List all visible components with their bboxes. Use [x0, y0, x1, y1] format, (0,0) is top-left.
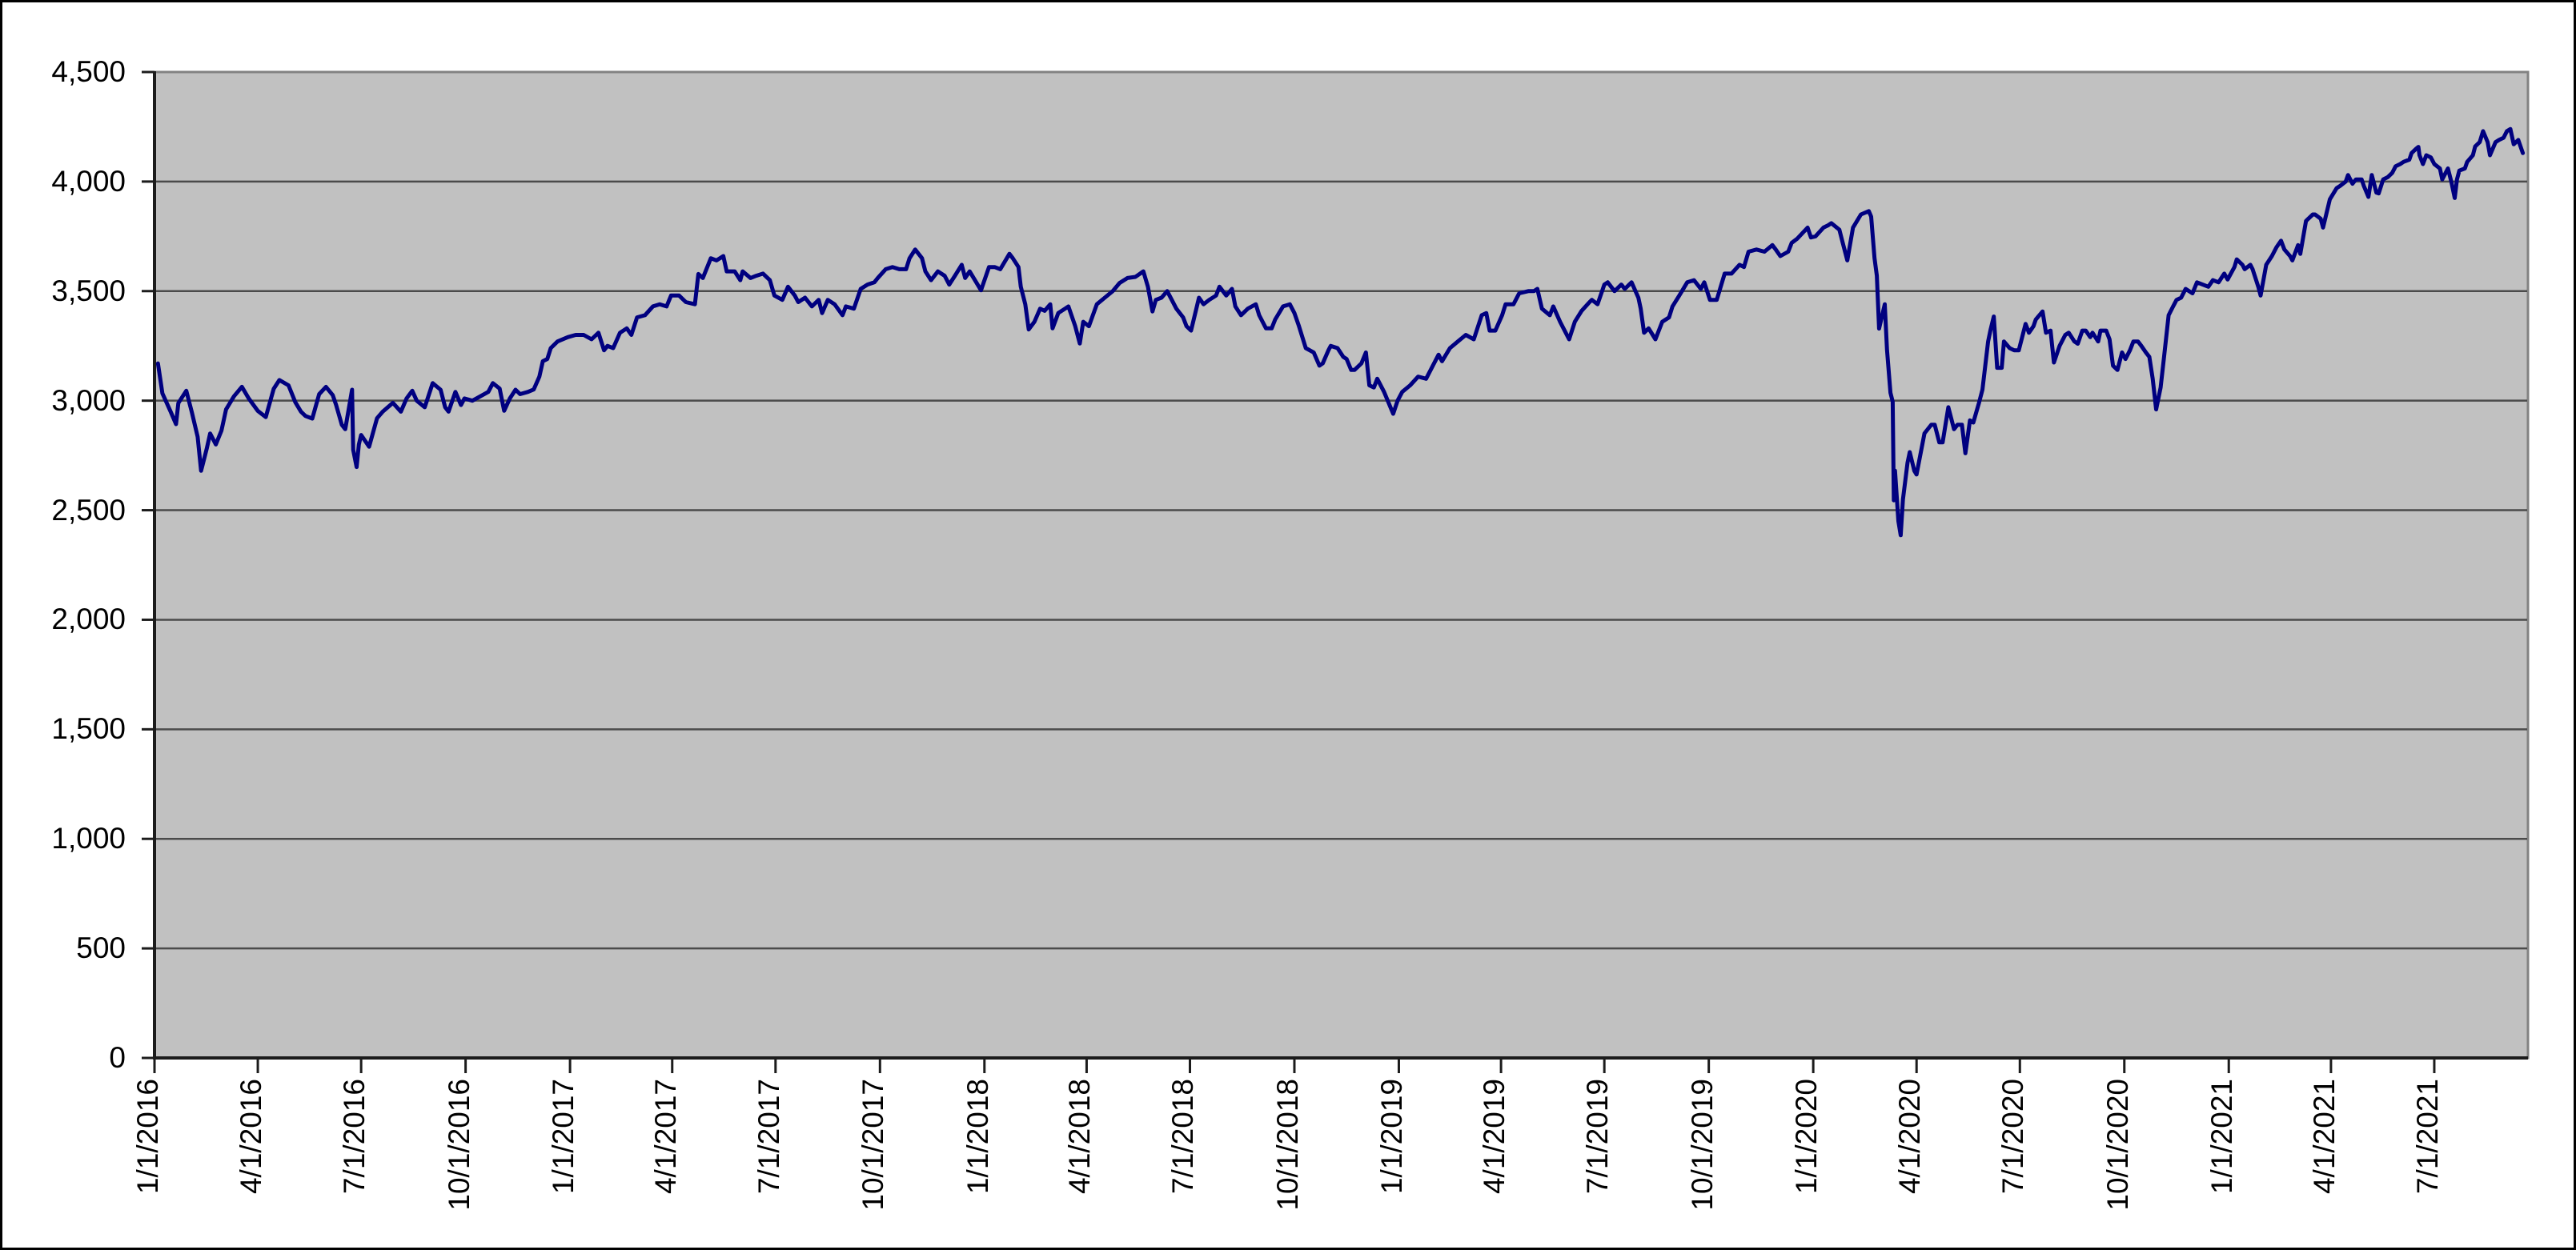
x-axis-tick-label: 4/1/2017	[648, 1079, 682, 1195]
y-axis-tick-label: 0	[109, 1041, 126, 1074]
x-axis-tick-label: 4/1/2016	[235, 1079, 268, 1195]
y-axis-tick-label: 500	[76, 931, 126, 965]
x-axis-tick-label: 7/1/2016	[338, 1079, 371, 1195]
x-axis-tick-label: 10/1/2020	[2101, 1079, 2134, 1211]
x-axis-tick-label: 10/1/2016	[442, 1079, 475, 1211]
y-axis-tick-label: 4,000	[51, 164, 126, 198]
y-axis-tick-label: 4,500	[51, 55, 126, 88]
y-axis-tick-label: 1,000	[51, 822, 126, 855]
series-line-index-value	[155, 126, 2526, 538]
x-axis-tick-label: 4/1/2021	[2307, 1079, 2341, 1195]
x-axis-tick-label: 7/1/2017	[752, 1079, 785, 1195]
y-axis-tick-label: 3,000	[51, 383, 126, 417]
x-axis-tick-label: 10/1/2017	[857, 1079, 890, 1211]
plot-area	[153, 70, 2530, 1060]
x-axis-tick-label: 10/1/2019	[1685, 1079, 1719, 1211]
y-axis-tick-label: 2,500	[51, 493, 126, 527]
y-axis-tick-label: 3,500	[51, 274, 126, 307]
x-axis-tick-label: 1/1/2021	[2205, 1079, 2239, 1195]
x-axis-tick-label: 1/1/2019	[1375, 1079, 1409, 1195]
x-axis-tick-label: 7/1/2020	[1996, 1079, 2030, 1195]
x-axis-tick-label: 4/1/2019	[1478, 1079, 1511, 1195]
x-axis-tick-label: 1/1/2020	[1790, 1079, 1824, 1195]
x-axis-tick-label: 4/1/2020	[1893, 1079, 1927, 1195]
x-axis-tick-label: 1/1/2017	[547, 1079, 580, 1195]
x-axis-tick-label: 10/1/2018	[1270, 1079, 1304, 1211]
y-axis-tick-label: 1,500	[51, 712, 126, 746]
x-axis-tick-label: 7/1/2019	[1581, 1079, 1615, 1195]
x-axis-tick-label: 1/1/2016	[131, 1079, 164, 1195]
x-axis-tick-label: 1/1/2018	[961, 1079, 994, 1195]
x-axis-tick-label: 7/1/2021	[2410, 1079, 2444, 1195]
x-axis-tick-label: 7/1/2018	[1166, 1079, 1200, 1195]
y-axis-tick-label: 2,000	[51, 603, 126, 636]
x-axis-tick-label: 4/1/2018	[1063, 1079, 1097, 1195]
